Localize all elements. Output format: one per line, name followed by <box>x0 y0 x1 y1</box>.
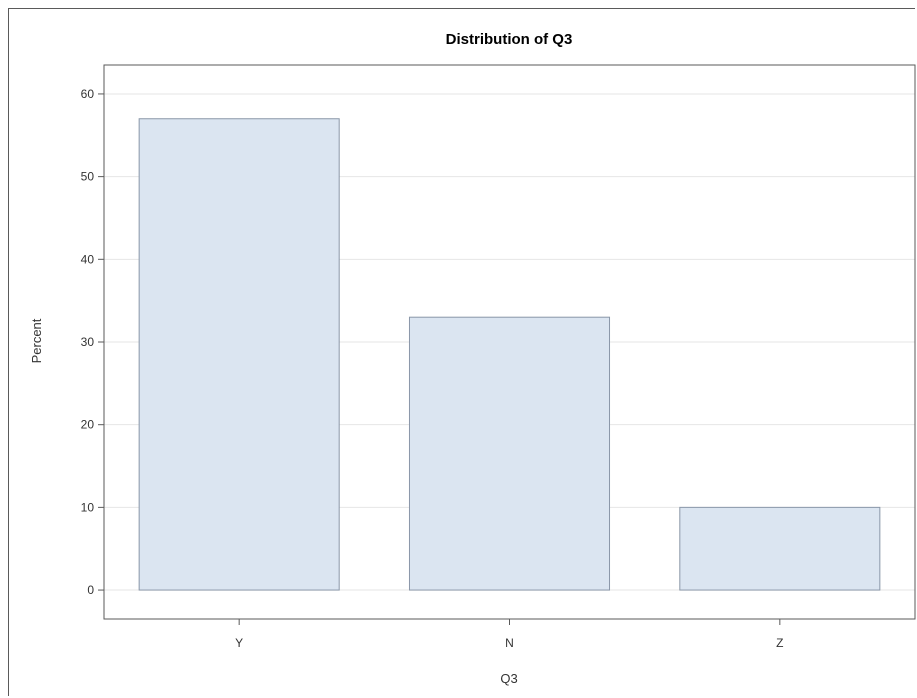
y-tick-label: 0 <box>87 583 94 597</box>
x-tick-label: Y <box>235 636 243 650</box>
y-axis: 0 10 20 30 40 50 60 <box>81 87 104 597</box>
bar-n <box>408 316 611 591</box>
y-tick-label: 30 <box>81 335 95 349</box>
bar-y <box>138 118 340 591</box>
chart-frame <box>8 8 915 696</box>
y-tick-label: 20 <box>81 418 95 432</box>
x-tick-label: Z <box>776 636 783 650</box>
y-tick-label: 10 <box>81 500 95 514</box>
x-tick-label: N <box>505 636 514 650</box>
x-axis-label: Q3 <box>500 671 517 686</box>
y-tick-label: 40 <box>81 252 95 266</box>
chart-title: Distribution of Q3 <box>446 31 573 48</box>
bars <box>138 118 881 591</box>
y-axis-label: Percent <box>29 318 44 363</box>
y-tick-label: 50 <box>81 170 95 184</box>
bar-z <box>679 506 881 591</box>
y-tick-label: 60 <box>81 87 95 101</box>
